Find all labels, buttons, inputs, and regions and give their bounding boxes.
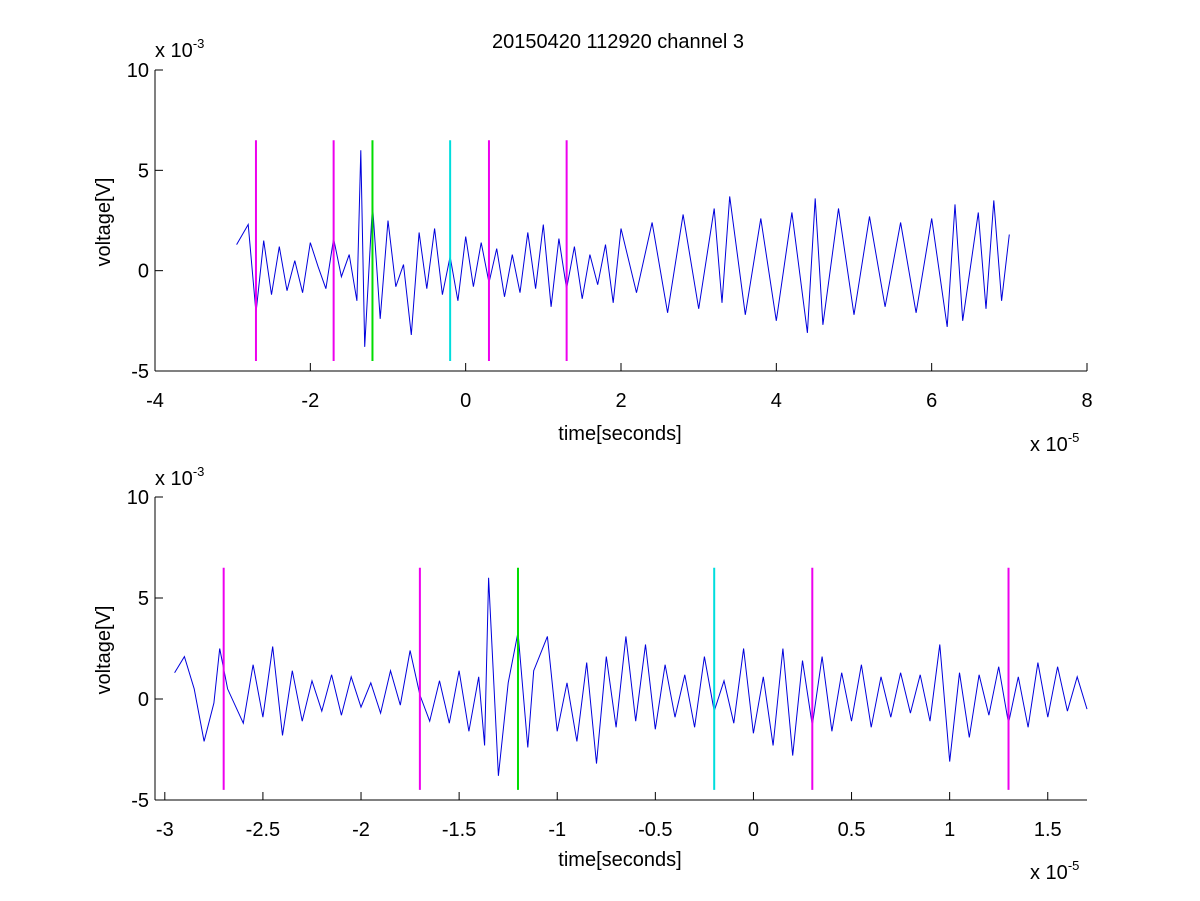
x-tick-label: 8 [1081, 390, 1092, 412]
figure-title: 20150420 112920 channel 3 [492, 31, 744, 53]
plot-bottom-x-exponent: x 10-5 [1030, 858, 1079, 884]
x-tick-label: 4 [771, 390, 782, 412]
x-tick-label: -2 [301, 390, 319, 412]
y-tick-label: 0 [138, 689, 149, 711]
x-tick-label: -0.5 [638, 819, 672, 841]
x-tick-label: 0 [460, 390, 471, 412]
x-tick-label: -4 [146, 390, 164, 412]
plot-bottom: -3 -2.5 -2 -1.5 -1 -0.5 0 0.5 1 1.5 -5 0 5 10 time[se… [93, 464, 1088, 884]
series-line-0 [174, 577, 1088, 776]
plot-top: -4 -2 0 2 4 6 8 -5 0 5 10 time[seconds] voltage[V]… [93, 36, 1093, 456]
x-tick-label: 1 [944, 819, 955, 841]
x-tick-label: 1.5 [1034, 819, 1062, 841]
x-tick-label: -2 [352, 819, 370, 841]
y-tick-label: 0 [138, 261, 149, 283]
x-tick-label: 0.5 [838, 819, 866, 841]
plot-bottom-data [174, 567, 1088, 790]
x-tick-label: 6 [926, 390, 937, 412]
plot-bottom-ylabel: voltage[V] [93, 606, 115, 695]
series-line-0 [236, 150, 1010, 347]
y-tick-label: 10 [127, 487, 149, 509]
plot-top-xlabel: time[seconds] [558, 423, 681, 445]
plot-top-x-exponent: x 10-5 [1030, 430, 1079, 456]
plot-bottom-xlabel: time[seconds] [558, 849, 681, 871]
x-tick-label: 2 [615, 390, 626, 412]
y-tick-label: 5 [138, 160, 149, 182]
x-tick-label: -3 [156, 819, 174, 841]
plot-bottom-y-exponent: x 10-3 [155, 464, 204, 490]
x-tick-label: -2.5 [246, 819, 280, 841]
y-tick-label: -5 [131, 361, 149, 383]
y-tick-label: 10 [127, 60, 149, 82]
plot-bottom-axes: -3 -2.5 -2 -1.5 -1 -0.5 0 0.5 1 1.5 -5 0 5 10 [127, 487, 1087, 841]
plot-top-data [236, 140, 1010, 361]
y-tick-label: 5 [138, 588, 149, 610]
plot-top-axes: -4 -2 0 2 4 6 8 -5 0 5 10 [127, 60, 1093, 412]
x-tick-label: -1 [548, 819, 566, 841]
plot-top-ylabel: voltage[V] [93, 178, 115, 267]
x-tick-label: 0 [748, 819, 759, 841]
x-tick-label: -1.5 [442, 819, 476, 841]
y-tick-label: -5 [131, 790, 149, 812]
plot-top-y-exponent: x 10-3 [155, 36, 204, 62]
